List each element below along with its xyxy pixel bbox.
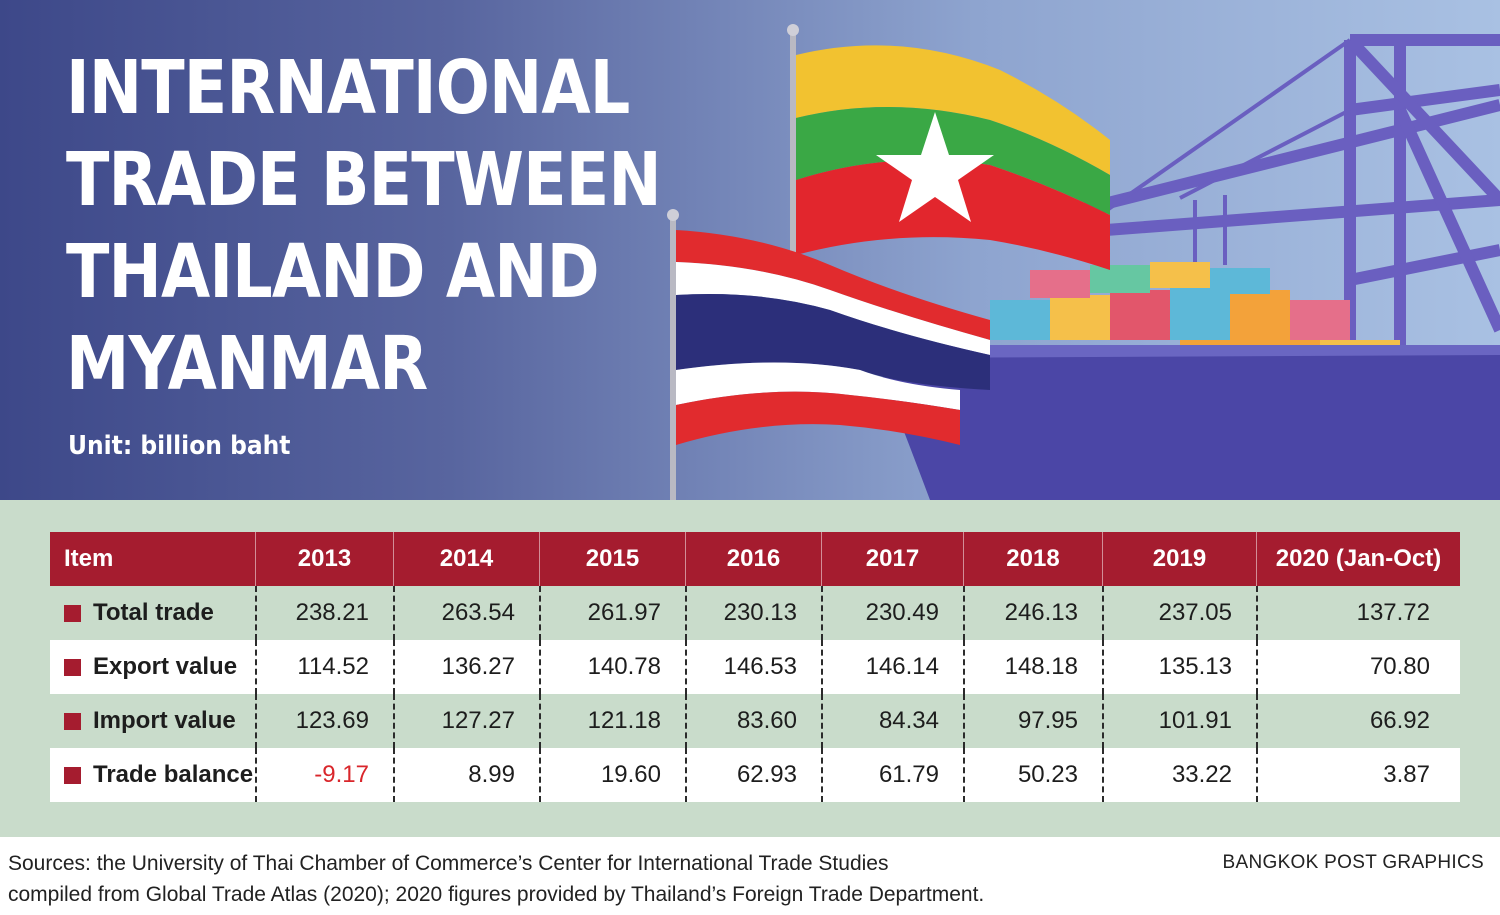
column-header-year: 2018 <box>963 532 1102 586</box>
red-square-icon <box>64 712 81 730</box>
table-cell: 70.80 <box>1256 640 1460 694</box>
table-row-export-value: Export value 114.52 136.27 140.78 146.53… <box>50 640 1460 694</box>
table-cell: 114.52 <box>255 640 393 694</box>
row-label: Import value <box>50 694 255 748</box>
table-cell: 137.72 <box>1256 586 1460 640</box>
title-line: MYANMAR <box>66 321 428 407</box>
column-header-item: Item <box>64 545 114 572</box>
sources-line: Sources: the University of Thai Chamber … <box>8 852 889 875</box>
title-line: TRADE BETWEEN <box>66 137 662 223</box>
row-label-text: Export value <box>93 653 238 680</box>
row-label-text: Total trade <box>93 599 214 626</box>
title-line: THAILAND AND <box>66 229 600 315</box>
table-cell: 121.18 <box>539 694 685 748</box>
myanmar-flag-icon <box>796 45 1110 270</box>
table-cell: 263.54 <box>393 586 539 640</box>
header-banner: INTERNATIONAL TRADE BETWEEN THAILAND AND… <box>0 0 1500 500</box>
table-cell: 19.60 <box>539 748 685 802</box>
table-cell: 50.23 <box>963 748 1102 802</box>
sources-note: Sources: the University of Thai Chamber … <box>8 848 984 910</box>
title-line: INTERNATIONAL <box>66 45 630 131</box>
table-cell: 246.13 <box>963 586 1102 640</box>
table-cell: 140.78 <box>539 640 685 694</box>
table-header-row: Item 2013 2014 2015 2016 2017 2018 2019 … <box>50 532 1460 586</box>
row-label-text: Trade balance <box>93 761 254 788</box>
column-header-year: 2016 <box>685 532 821 586</box>
sources-line: compiled from Global Trade Atlas (2020);… <box>8 883 985 906</box>
row-label: Total trade <box>50 586 255 640</box>
table-cell: 261.97 <box>539 586 685 640</box>
table-cell: 3.87 <box>1256 748 1460 802</box>
table-cell: 136.27 <box>393 640 539 694</box>
ship-hull-icon <box>870 345 1500 500</box>
red-square-icon <box>64 766 81 784</box>
row-label: Export value <box>50 640 255 694</box>
table-cell: 84.34 <box>821 694 963 748</box>
table-row-trade-balance: Trade balance -9.17 8.99 19.60 62.93 61.… <box>50 748 1460 802</box>
table-cell: 146.53 <box>685 640 821 694</box>
table-cell: 146.14 <box>821 640 963 694</box>
table-cell: 237.05 <box>1102 586 1256 640</box>
table-cell: 135.13 <box>1102 640 1256 694</box>
column-header-year: 2013 <box>255 532 393 586</box>
page-title: INTERNATIONAL TRADE BETWEEN THAILAND AND… <box>66 42 662 410</box>
table-cell: 8.99 <box>393 748 539 802</box>
column-header-year: 2019 <box>1102 532 1256 586</box>
trade-table: Item 2013 2014 2015 2016 2017 2018 2019 … <box>50 532 1460 802</box>
credit-label: BANGKOK POST GRAPHICS <box>1222 852 1484 873</box>
table-cell-negative: -9.17 <box>255 748 393 802</box>
column-header-year: 2017 <box>821 532 963 586</box>
thailand-flag-icon <box>676 230 990 445</box>
unit-label: Unit: billion baht <box>68 431 291 461</box>
column-header-year: 2015 <box>539 532 685 586</box>
table-cell: 62.93 <box>685 748 821 802</box>
table-cell: 97.95 <box>963 694 1102 748</box>
red-square-icon <box>64 658 81 676</box>
table-cell: 230.13 <box>685 586 821 640</box>
red-square-icon <box>64 604 81 622</box>
column-header-year: 2014 <box>393 532 539 586</box>
table-row-total-trade: Total trade 238.21 263.54 261.97 230.13 … <box>50 586 1460 640</box>
table-row-import-value: Import value 123.69 127.27 121.18 83.60 … <box>50 694 1460 748</box>
table-cell: 66.92 <box>1256 694 1460 748</box>
table-cell: 230.49 <box>821 586 963 640</box>
table-cell: 61.79 <box>821 748 963 802</box>
table-cell: 101.91 <box>1102 694 1256 748</box>
crane-icon <box>1078 34 1500 500</box>
row-label-text: Import value <box>93 707 236 734</box>
column-header-year: 2020 (Jan-Oct) <box>1256 532 1460 586</box>
row-label: Trade balance <box>50 748 255 802</box>
table-cell: 83.60 <box>685 694 821 748</box>
port-illustration <box>667 24 1500 500</box>
table-panel: Item 2013 2014 2015 2016 2017 2018 2019 … <box>0 500 1500 837</box>
table-cell: 238.21 <box>255 586 393 640</box>
table-cell: 33.22 <box>1102 748 1256 802</box>
table-cell: 127.27 <box>393 694 539 748</box>
table-cell: 148.18 <box>963 640 1102 694</box>
table-cell: 123.69 <box>255 694 393 748</box>
